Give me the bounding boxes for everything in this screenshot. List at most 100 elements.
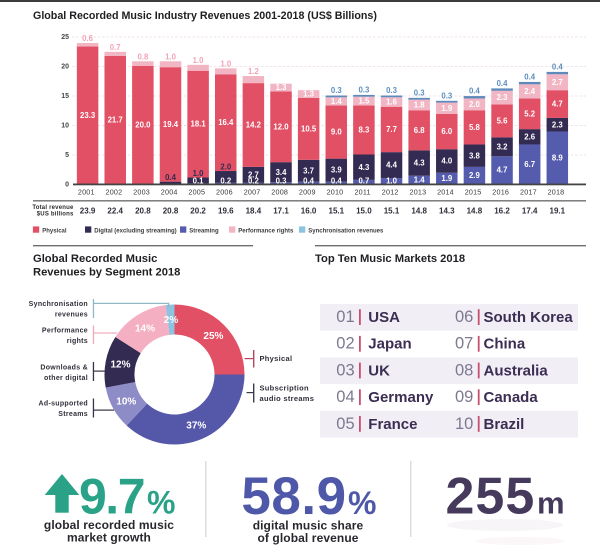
svg-text:Canada: Canada <box>484 389 539 406</box>
svg-text:0.3: 0.3 <box>414 88 426 97</box>
svg-text:3.2: 3.2 <box>497 142 509 151</box>
svg-text:revenues: revenues <box>55 312 88 319</box>
svg-text:2012: 2012 <box>382 187 399 196</box>
svg-text:Top Ten Music Markets 2018: Top Ten Music Markets 2018 <box>315 253 465 265</box>
svg-text:21.7: 21.7 <box>108 116 123 125</box>
svg-text:1.0: 1.0 <box>193 56 205 65</box>
svg-text:%: % <box>348 485 376 521</box>
svg-text:10.5: 10.5 <box>301 124 317 133</box>
svg-text:8.3: 8.3 <box>358 126 370 135</box>
svg-text:5.6: 5.6 <box>497 117 509 126</box>
svg-text:0.3: 0.3 <box>276 177 288 186</box>
svg-text:2.6: 2.6 <box>524 132 536 141</box>
svg-text:19.4: 19.4 <box>163 120 179 129</box>
svg-text:Synchronisation: Synchronisation <box>29 301 88 308</box>
svg-text:4.0: 4.0 <box>441 157 453 166</box>
svg-text:2.3: 2.3 <box>552 120 564 129</box>
svg-text:market growth: market growth <box>67 530 151 544</box>
svg-text:18.4: 18.4 <box>246 207 262 216</box>
svg-text:04: 04 <box>336 388 354 406</box>
svg-text:37%: 37% <box>186 421 206 432</box>
svg-text:global recorded music: global recorded music <box>44 518 174 532</box>
svg-text:14.2: 14.2 <box>246 121 262 130</box>
svg-text:0.4: 0.4 <box>524 72 536 81</box>
svg-text:Ad-supported: Ad-supported <box>39 401 88 408</box>
svg-text:4.7: 4.7 <box>497 166 508 175</box>
svg-text:14%: 14% <box>135 324 155 335</box>
svg-text:2.4: 2.4 <box>524 87 536 96</box>
svg-text:0.3: 0.3 <box>331 86 343 95</box>
svg-text:20.8: 20.8 <box>163 207 179 216</box>
svg-text:0.7: 0.7 <box>110 43 121 52</box>
svg-text:4.3: 4.3 <box>358 163 370 172</box>
svg-text:Streams: Streams <box>58 411 88 418</box>
svg-text:Revenues by Segment 2018: Revenues by Segment 2018 <box>33 267 180 279</box>
svg-text:20.0: 20.0 <box>135 121 151 130</box>
svg-text:15.1: 15.1 <box>384 207 400 216</box>
svg-text:10: 10 <box>455 415 473 433</box>
svg-text:2.7: 2.7 <box>552 78 563 87</box>
svg-text:5.2: 5.2 <box>524 109 536 118</box>
svg-text:1.0: 1.0 <box>386 177 398 186</box>
svg-text:0.6: 0.6 <box>82 34 94 43</box>
svg-text:m: m <box>537 486 565 521</box>
svg-text:2017: 2017 <box>520 187 537 196</box>
svg-text:South Korea: South Korea <box>484 309 574 326</box>
svg-text:2.9: 2.9 <box>469 171 481 180</box>
svg-text:1.3: 1.3 <box>276 83 288 92</box>
svg-text:20: 20 <box>61 64 69 71</box>
svg-text:Digital (excluding streaming): Digital (excluding streaming) <box>94 229 176 235</box>
svg-text:17.1: 17.1 <box>273 207 289 216</box>
svg-text:2006: 2006 <box>216 187 233 196</box>
svg-text:58.9: 58.9 <box>241 467 346 526</box>
svg-text:20.2: 20.2 <box>190 207 206 216</box>
svg-text:09: 09 <box>455 388 473 406</box>
svg-text:2%: 2% <box>164 315 179 326</box>
svg-text:Performance: Performance <box>42 328 88 335</box>
svg-text:digital music share: digital music share <box>253 519 364 533</box>
svg-text:France: France <box>368 416 417 433</box>
svg-text:1.0: 1.0 <box>193 169 205 178</box>
svg-text:0: 0 <box>65 182 69 189</box>
svg-text:18.1: 18.1 <box>191 120 207 129</box>
svg-text:3.7: 3.7 <box>303 166 314 175</box>
svg-text:2014: 2014 <box>437 187 454 196</box>
svg-text:1.4: 1.4 <box>414 176 426 185</box>
svg-text:19.1: 19.1 <box>550 207 566 216</box>
svg-text:0.3: 0.3 <box>386 86 398 95</box>
svg-text:03: 03 <box>336 361 354 379</box>
svg-text:Global Recorded Music: Global Recorded Music <box>33 253 157 265</box>
svg-text:0.7: 0.7 <box>358 177 369 186</box>
svg-text:02: 02 <box>336 335 354 353</box>
svg-text:0.4: 0.4 <box>469 87 481 96</box>
svg-text:2010: 2010 <box>327 187 344 196</box>
svg-text:2004: 2004 <box>161 187 178 196</box>
svg-text:0.4: 0.4 <box>165 173 177 182</box>
svg-text:4.3: 4.3 <box>414 159 426 168</box>
svg-text:9.7: 9.7 <box>79 469 144 525</box>
svg-text:1.6: 1.6 <box>386 98 398 107</box>
svg-text:01: 01 <box>336 308 354 326</box>
svg-text:Global Recorded Music Industry: Global Recorded Music Industry Revenues … <box>33 10 377 22</box>
svg-text:2005: 2005 <box>188 187 205 196</box>
svg-text:20.8: 20.8 <box>135 207 151 216</box>
svg-text:255: 255 <box>446 468 536 526</box>
svg-text:1.8: 1.8 <box>414 101 426 110</box>
svg-text:10%: 10% <box>116 397 136 408</box>
svg-text:2015: 2015 <box>465 187 482 196</box>
svg-text:2011: 2011 <box>354 187 370 196</box>
svg-text:06: 06 <box>455 308 473 326</box>
svg-text:Physical: Physical <box>260 354 293 363</box>
svg-text:6.8: 6.8 <box>414 126 426 135</box>
svg-text:audio streams: audio streams <box>260 394 315 403</box>
svg-text:Performance rights: Performance rights <box>238 229 294 235</box>
svg-text:07: 07 <box>455 335 473 353</box>
svg-text:14.8: 14.8 <box>411 207 427 216</box>
svg-text:2008: 2008 <box>271 187 288 196</box>
svg-text:25: 25 <box>61 34 69 41</box>
svg-text:16.4: 16.4 <box>218 118 234 127</box>
svg-text:14.3: 14.3 <box>439 207 455 216</box>
svg-text:Streaming: Streaming <box>189 229 219 235</box>
svg-text:23.3: 23.3 <box>80 111 96 120</box>
svg-text:1.2: 1.2 <box>248 67 260 76</box>
